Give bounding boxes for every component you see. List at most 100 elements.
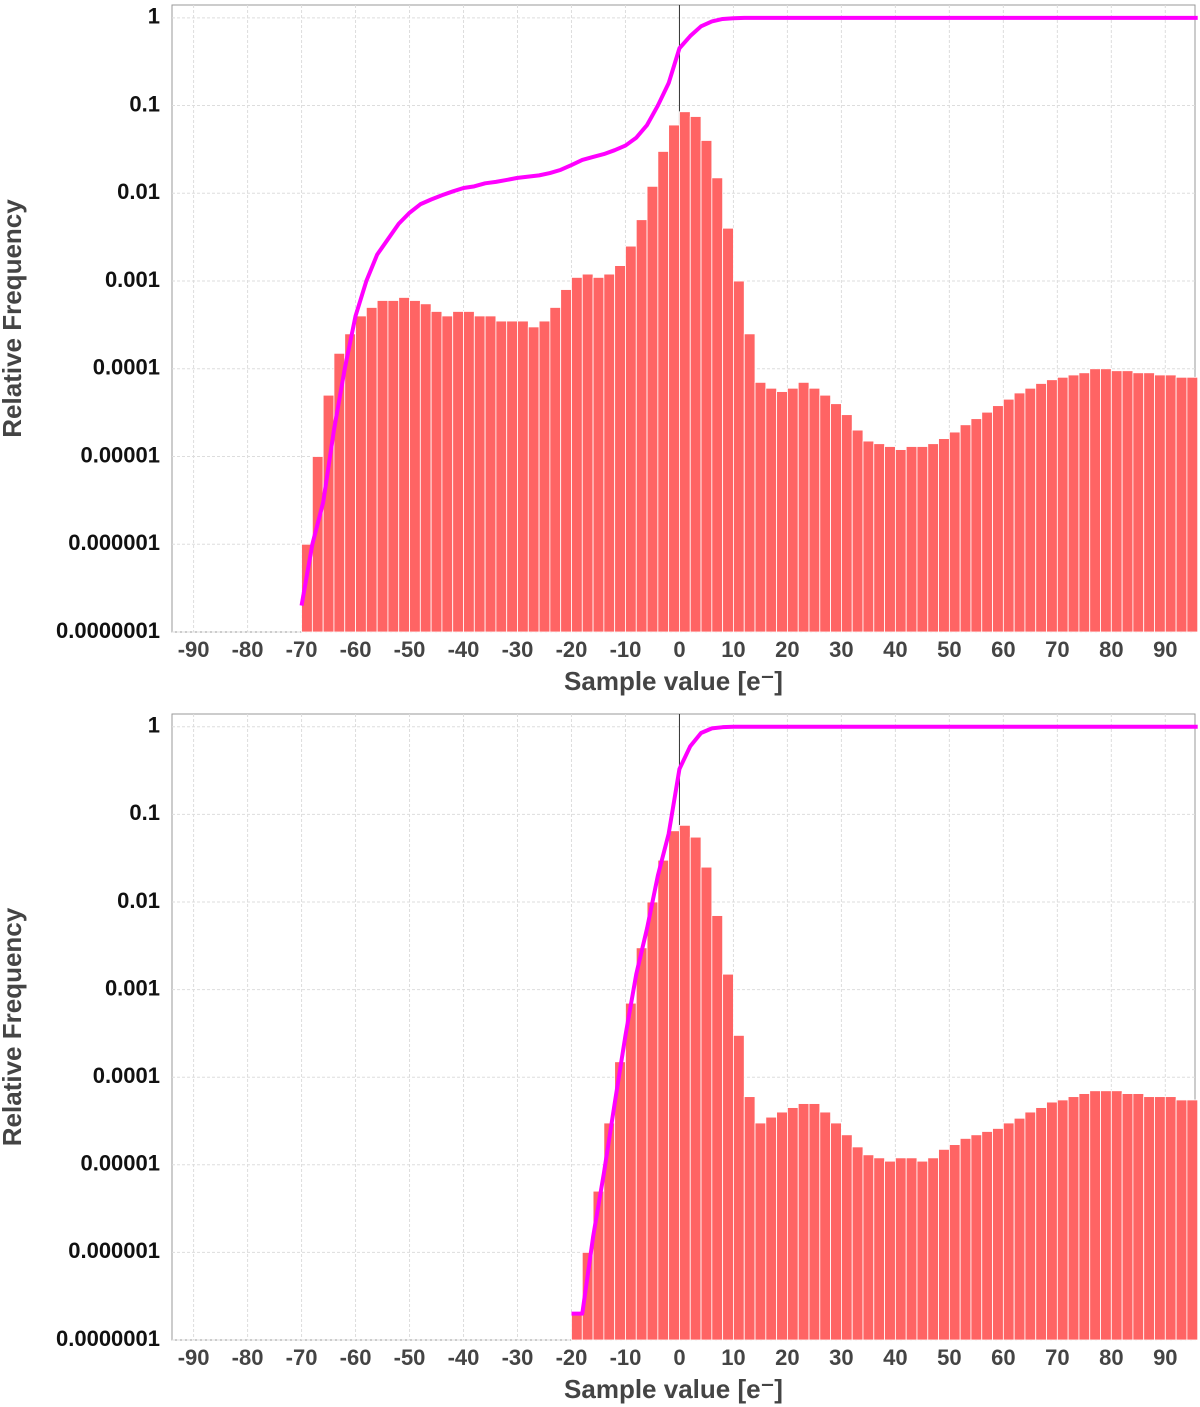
x-tick-label: 30 [829, 1345, 853, 1370]
y-tick-label: 0.0000001 [56, 1326, 160, 1351]
x-tick-label: -50 [394, 637, 426, 662]
bar [948, 431, 961, 633]
bar [733, 280, 745, 633]
y-tick-label: 0.00001 [80, 442, 160, 467]
bar [646, 185, 659, 633]
bar [506, 320, 518, 633]
x-tick-label: 30 [829, 637, 853, 662]
bar [862, 440, 875, 633]
chart: 0.0000001 0.000001 0.00001 0.0001 0.001 0.01 0… [0, 713, 1199, 1404]
y-tick-label: 0.01 [117, 179, 160, 204]
bar [905, 446, 918, 633]
bar [1132, 1093, 1145, 1341]
x-tick-label: -70 [286, 1345, 318, 1370]
x-tick-label: 50 [937, 637, 961, 662]
x-tick-label: -60 [340, 1345, 372, 1370]
bar [862, 1154, 875, 1341]
bar [927, 443, 939, 633]
bar [1078, 1093, 1091, 1341]
bar [646, 901, 659, 1341]
bar [787, 387, 799, 633]
bar [419, 303, 432, 633]
bar [894, 1157, 907, 1341]
x-tick-label: 90 [1153, 637, 1177, 662]
x-tick-label: 80 [1099, 1345, 1123, 1370]
x-axis-title: Sample value [e⁻] [564, 666, 783, 696]
bar [560, 289, 572, 633]
y-tick-label: 0.000001 [68, 1238, 160, 1263]
x-tick-label: -10 [610, 1345, 642, 1370]
y-tick-label: 1 [148, 713, 160, 738]
bar [916, 446, 929, 633]
y-axis-title: Relative Frequency [0, 907, 27, 1146]
y-axis-title: Relative Frequency [0, 199, 27, 438]
bar [1186, 1099, 1199, 1341]
bar [614, 265, 626, 633]
x-tick-label: 60 [991, 637, 1015, 662]
bar [754, 381, 767, 633]
chart: 0.0000001 0.000001 0.00001 0.0001 0.001 0.01 0… [0, 4, 1199, 696]
bar [743, 333, 756, 633]
x-tick-label: 10 [721, 1345, 745, 1370]
y-tick-label: 0.0001 [93, 355, 160, 380]
x-tick-label: -40 [448, 1345, 480, 1370]
bar [981, 1131, 993, 1341]
bar [571, 1313, 583, 1341]
bar [517, 320, 529, 633]
bar [1067, 1096, 1080, 1341]
bar [733, 1035, 745, 1341]
bar [927, 1157, 939, 1341]
bar [495, 320, 508, 633]
bar [1143, 372, 1155, 633]
bar [1013, 1117, 1026, 1341]
bar [819, 394, 832, 633]
bar [884, 446, 896, 633]
bar [463, 311, 475, 633]
y-tick-label: 0.001 [105, 267, 160, 292]
bar [549, 307, 562, 633]
bar [1175, 376, 1188, 633]
bar [830, 403, 842, 633]
x-tick-label: 90 [1153, 1345, 1177, 1370]
x-tick-label: 80 [1099, 637, 1123, 662]
bar [938, 438, 950, 633]
x-tick-label: 10 [721, 637, 745, 662]
bar [1089, 1090, 1101, 1341]
bar [948, 1144, 961, 1341]
bar [905, 1157, 918, 1341]
bar [959, 1138, 972, 1341]
bar [344, 333, 356, 633]
bar [959, 424, 972, 633]
bar [808, 1103, 821, 1341]
bar [635, 219, 648, 633]
x-tick-label: -30 [502, 637, 534, 662]
bar [776, 391, 788, 633]
bar [527, 326, 540, 633]
x-tick-label: -80 [232, 637, 264, 662]
bar [355, 315, 367, 633]
x-tick-label: 0 [673, 637, 685, 662]
y-tick-label: 0.000001 [68, 530, 160, 555]
bar [873, 443, 885, 633]
bar [884, 1160, 896, 1341]
bar [625, 1002, 637, 1341]
bar [452, 311, 464, 633]
bar [1089, 368, 1101, 633]
bar [797, 1103, 810, 1341]
bar [808, 387, 821, 633]
bar [398, 297, 410, 633]
x-tick-label: -20 [556, 1345, 588, 1370]
bar [668, 830, 680, 1341]
x-tick-label: -80 [232, 1345, 264, 1370]
x-tick-label: -40 [448, 637, 480, 662]
bar [387, 300, 400, 633]
y-tick-label: 0.001 [105, 975, 160, 1000]
x-tick-label: 0 [673, 1345, 685, 1370]
bar [679, 824, 691, 1341]
bar [1002, 398, 1015, 633]
bar [1024, 387, 1037, 633]
bar [1164, 374, 1177, 633]
bar [1175, 1099, 1188, 1341]
x-axis-title: Sample value [e⁻] [564, 1374, 783, 1404]
